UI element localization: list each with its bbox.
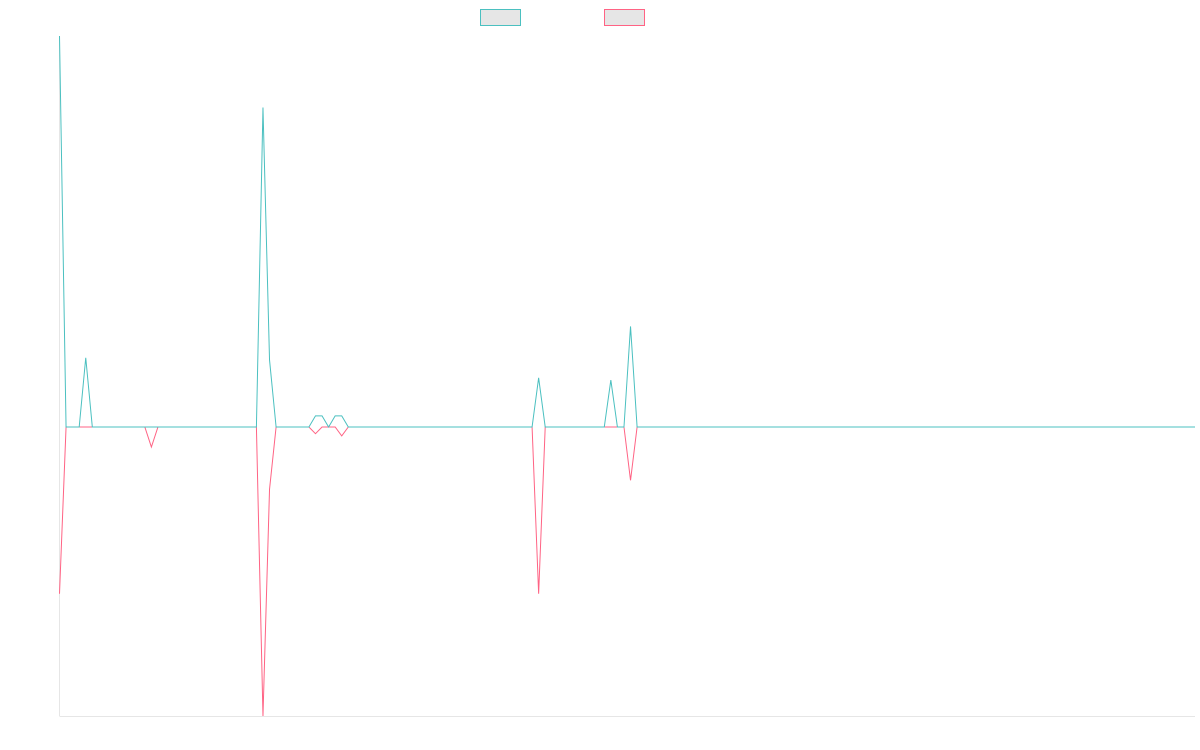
- series-line-a: [59, 35, 1195, 428]
- series-line-b: [59, 426, 1195, 717]
- legend-swatch-series-b[interactable]: [604, 9, 645, 26]
- plot-area: [59, 35, 1195, 717]
- legend: [480, 9, 645, 26]
- legend-swatch-series-a[interactable]: [480, 9, 521, 26]
- axes: [59, 36, 1195, 717]
